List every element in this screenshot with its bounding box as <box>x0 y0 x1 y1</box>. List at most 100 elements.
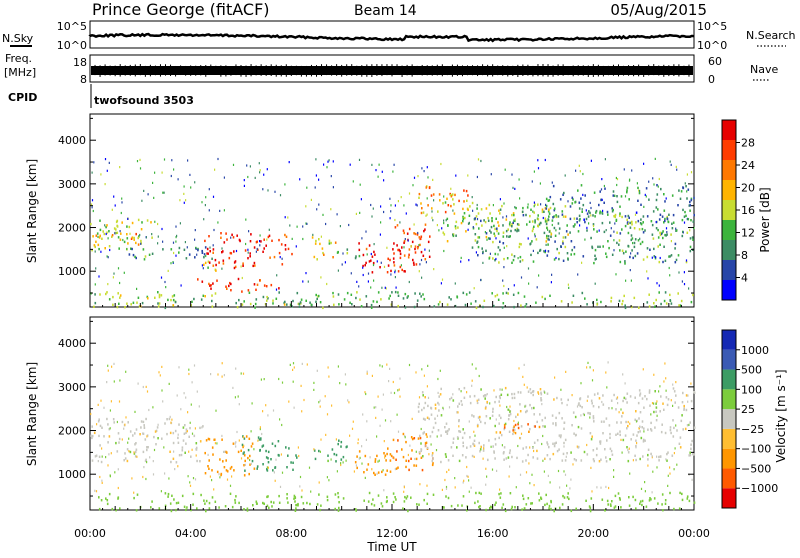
heatmap-cell <box>319 450 321 453</box>
heatmap-cell <box>602 403 605 406</box>
heatmap-cell <box>190 403 192 406</box>
heatmap-cell <box>522 494 524 497</box>
heatmap-cell <box>529 388 532 391</box>
heatmap-cell <box>411 437 414 441</box>
heatmap-cell <box>675 258 678 262</box>
heatmap-cell <box>566 496 569 499</box>
heatmap-cell <box>627 459 630 463</box>
heatmap-cell <box>689 249 692 253</box>
heatmap-cell <box>602 394 604 397</box>
heatmap-cell <box>462 207 464 211</box>
heatmap-cell <box>377 175 379 178</box>
heatmap-cell <box>494 234 496 238</box>
heatmap-cell <box>108 492 111 496</box>
heatmap-cell <box>183 201 185 204</box>
heatmap-cell <box>652 210 655 213</box>
heatmap-cell <box>643 205 645 208</box>
heatmap-cell <box>426 197 428 200</box>
heatmap-cell <box>466 391 468 394</box>
heatmap-cell <box>285 446 287 449</box>
heatmap-cell <box>584 297 586 300</box>
heatmap-cell <box>299 485 301 488</box>
heatmap-cell <box>203 256 205 259</box>
heatmap-cell <box>213 438 215 441</box>
heatmap-cell <box>545 243 547 246</box>
heatmap-cell <box>457 411 459 414</box>
noise-tick-bottom-left: 10^0 <box>57 39 87 52</box>
heatmap-cell <box>578 207 581 210</box>
heatmap-cell <box>183 248 186 251</box>
heatmap-cell <box>158 371 160 374</box>
heatmap-cell <box>211 305 214 308</box>
heatmap-cell <box>94 293 96 296</box>
heatmap-cell <box>108 428 111 431</box>
heatmap-cell <box>621 415 623 418</box>
heatmap-cell <box>137 382 139 385</box>
heatmap-cell <box>172 431 175 435</box>
heatmap-cell <box>547 474 549 477</box>
heatmap-cell <box>548 238 550 241</box>
heatmap-cell <box>563 191 565 195</box>
heatmap-cell <box>384 454 387 457</box>
heatmap-cell <box>549 206 552 210</box>
heatmap-cell <box>531 180 533 183</box>
heatmap-cell <box>606 210 609 214</box>
heatmap-cell <box>106 224 108 227</box>
heatmap-cell <box>342 497 345 500</box>
heatmap-cell <box>249 458 251 462</box>
heatmap-cell <box>144 438 147 441</box>
heatmap-cell <box>403 270 405 273</box>
heatmap-cell <box>659 256 661 260</box>
heatmap-cell <box>622 411 624 415</box>
heatmap-cell <box>235 445 237 448</box>
heatmap-cell <box>190 186 192 189</box>
heatmap-cell <box>131 477 133 480</box>
heatmap-cell <box>452 234 455 238</box>
heatmap-cell <box>667 474 669 477</box>
heatmap-cell <box>108 298 111 301</box>
heatmap-cell <box>422 432 424 435</box>
heatmap-cell <box>203 263 205 266</box>
heatmap-cell <box>462 481 464 484</box>
heatmap-cell <box>683 221 686 224</box>
heatmap-cell <box>506 393 509 397</box>
heatmap-cell <box>299 301 302 304</box>
heatmap-cell <box>489 212 491 215</box>
heatmap-cell <box>592 224 595 228</box>
heatmap-cell <box>124 452 126 455</box>
heatmap-cell <box>499 248 501 252</box>
heatmap-cell <box>106 381 108 384</box>
heatmap-cell <box>681 401 684 404</box>
heatmap-cell <box>516 456 518 460</box>
heatmap-cell <box>583 413 585 417</box>
heatmap-cell <box>473 394 476 398</box>
heatmap-cell <box>479 450 481 453</box>
heatmap-cell <box>161 437 163 440</box>
heatmap-cell <box>421 167 423 170</box>
heatmap-cell <box>234 396 236 399</box>
heatmap-cell <box>383 210 385 214</box>
heatmap-cell <box>541 208 544 211</box>
heatmap-cell <box>654 157 656 160</box>
heatmap-cell <box>458 199 460 203</box>
heatmap-cell <box>637 239 640 242</box>
heatmap-cell <box>344 373 346 376</box>
heatmap-cell <box>126 448 129 451</box>
heatmap-cell <box>495 431 498 434</box>
heatmap-cell <box>205 439 208 442</box>
heatmap-cell <box>117 267 120 270</box>
heatmap-cell <box>693 196 695 200</box>
heatmap-cell <box>412 258 414 262</box>
heatmap-cell <box>91 206 93 209</box>
heatmap-cell <box>370 306 373 309</box>
heatmap-cell <box>540 203 542 206</box>
heatmap-cell <box>401 268 403 272</box>
heatmap-cell <box>428 249 430 252</box>
heatmap-cell <box>281 381 284 384</box>
heatmap-cell <box>463 431 466 435</box>
heatmap-cell <box>521 210 524 213</box>
heatmap-cell <box>310 303 313 306</box>
heatmap-cell <box>358 248 361 252</box>
heatmap-cell <box>275 288 278 291</box>
heatmap-cell <box>520 304 522 307</box>
